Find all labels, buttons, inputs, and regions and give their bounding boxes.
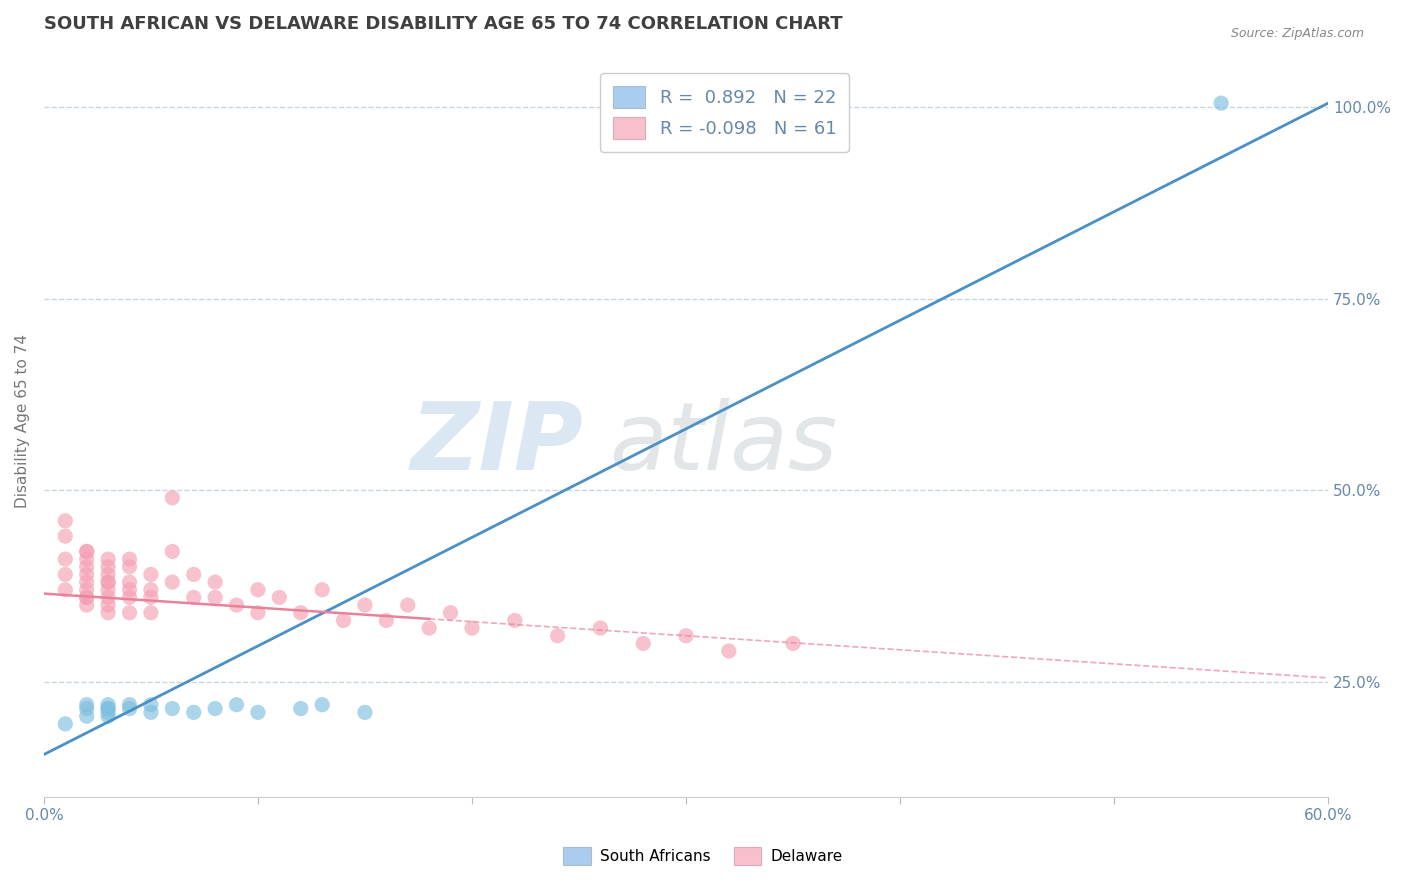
Point [97,598,120,612]
Point [290,701,312,715]
Text: atlas: atlas [609,398,837,489]
Point [53,514,76,528]
Point [332,614,354,628]
Point [183,567,205,582]
Point [589,621,612,635]
Point [782,636,804,650]
Point [418,621,440,635]
Y-axis label: Disability Age 65 to 74: Disability Age 65 to 74 [15,334,30,508]
Point [76,598,98,612]
Text: Source: ZipAtlas.com: Source: ZipAtlas.com [1230,27,1364,40]
Point [76,552,98,566]
Point [139,706,162,720]
Point [246,606,269,620]
Point [631,636,654,650]
Point [97,698,120,712]
Point [162,701,184,715]
Point [396,598,419,612]
Point [246,706,269,720]
Point [53,582,76,597]
Point [204,701,226,715]
Point [97,701,120,715]
Point [311,698,333,712]
Point [204,575,226,590]
Point [503,614,526,628]
Point [118,701,141,715]
Text: SOUTH AFRICAN VS DELAWARE DISABILITY AGE 65 TO 74 CORRELATION CHART: SOUTH AFRICAN VS DELAWARE DISABILITY AGE… [44,15,842,33]
Point [97,606,120,620]
Point [76,575,98,590]
Point [76,701,98,715]
Point [290,606,312,620]
Point [97,567,120,582]
Point [76,709,98,723]
Point [76,567,98,582]
Text: ZIP: ZIP [411,398,583,490]
Point [717,644,740,658]
Point [246,582,269,597]
Point [76,591,98,605]
Point [76,544,98,558]
Legend: R =  0.892   N = 22, R = -0.098   N = 61: R = 0.892 N = 22, R = -0.098 N = 61 [600,73,849,152]
Point [439,606,461,620]
Point [139,591,162,605]
Point [118,559,141,574]
Point [162,544,184,558]
Point [97,582,120,597]
Point [139,567,162,582]
Point [375,614,398,628]
Point [76,544,98,558]
Point [225,698,247,712]
Point [162,491,184,505]
Point [53,567,76,582]
Point [97,709,120,723]
Point [97,591,120,605]
Point [269,591,291,605]
Point [311,582,333,597]
Point [118,552,141,566]
Point [53,529,76,543]
Point [76,591,98,605]
Point [139,606,162,620]
Point [76,559,98,574]
Point [183,591,205,605]
Point [183,706,205,720]
Point [225,598,247,612]
Point [76,582,98,597]
Point [204,591,226,605]
Point [461,621,484,635]
Point [118,606,141,620]
Point [97,559,120,574]
Point [118,582,141,597]
Point [53,717,76,731]
Point [547,629,569,643]
Point [675,629,697,643]
Point [118,698,141,712]
Point [354,598,377,612]
Point [97,701,120,715]
Point [76,698,98,712]
Point [97,552,120,566]
Point [139,698,162,712]
Point [118,591,141,605]
Point [1211,96,1233,111]
Point [354,706,377,720]
Point [118,575,141,590]
Point [97,706,120,720]
Point [139,582,162,597]
Point [162,575,184,590]
Point [97,575,120,590]
Point [53,552,76,566]
Legend: South Africans, Delaware: South Africans, Delaware [557,841,849,871]
Point [97,575,120,590]
